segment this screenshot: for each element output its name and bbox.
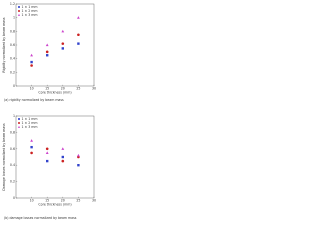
marker-triangle <box>45 151 49 154</box>
marker-square <box>77 164 80 167</box>
x-tick-label: 20 <box>61 199 65 203</box>
x-tick-label: 30 <box>92 199 96 203</box>
marker-circle <box>45 147 49 151</box>
legend-marker <box>18 10 20 12</box>
legend-marker <box>18 6 20 8</box>
x-tick-label: 25 <box>76 199 80 203</box>
chart-title: (b) damage losses normalized by beam mas… <box>4 216 77 220</box>
y-tick-label: 0.6 <box>10 147 15 151</box>
legend-label: 1 × 2 mm <box>22 121 38 125</box>
legend-marker <box>18 118 20 120</box>
marker-circle <box>30 151 33 155</box>
x-tick-label: 25 <box>76 87 80 91</box>
legend-label: 1 × 3 mm <box>22 125 38 129</box>
marker-square <box>30 145 33 149</box>
y-tick-label: 0.6 <box>10 43 15 47</box>
legend-marker <box>17 125 21 128</box>
x-tick-label: 15 <box>45 87 49 91</box>
plot-frame <box>15 115 95 199</box>
y-axis-label: Damage losses normalized by beam mass <box>2 123 6 191</box>
x-axis-label: Core thickness (mm) <box>38 91 71 95</box>
x-tick-label: 10 <box>30 87 34 91</box>
marker-triangle <box>30 53 33 57</box>
y-tick-label: 0.4 <box>10 163 15 167</box>
legend-marker <box>18 122 20 124</box>
x-tick-label: 20 <box>61 87 65 91</box>
marker-triangle <box>77 16 80 19</box>
y-tick-label: 1.2 <box>10 2 15 6</box>
marker-square <box>61 47 64 50</box>
marker-triangle <box>45 43 49 47</box>
marker-circle <box>61 159 65 163</box>
marker-triangle <box>77 153 80 157</box>
marker-square <box>46 159 49 163</box>
legend-label: 1 × 1 mm <box>22 5 38 9</box>
legend-label: 1 × 2 mm <box>22 9 38 13</box>
marker-square <box>30 60 33 64</box>
marker-circle <box>77 33 80 37</box>
marker-square <box>46 54 49 57</box>
x-tick-label: 30 <box>92 87 96 91</box>
chart-title: (a) rigidity normalized by beam mass <box>4 98 64 102</box>
marker-circle <box>61 42 65 45</box>
marker-triangle <box>61 147 65 150</box>
y-tick-label: 0.8 <box>10 130 15 134</box>
y-tick-label: 0.2 <box>10 180 15 184</box>
marker-triangle <box>61 29 65 33</box>
marker-triangle <box>30 139 33 142</box>
x-tick-label: 10 <box>30 199 34 203</box>
y-tick-label: 0 <box>13 84 15 88</box>
y-tick-label: 0 <box>13 196 15 200</box>
y-tick-label: 1 <box>13 16 15 20</box>
marker-circle <box>30 64 33 67</box>
y-tick-label: 0.8 <box>10 29 15 33</box>
marker-circle <box>45 50 49 54</box>
y-tick-label: 1 <box>13 114 15 118</box>
y-axis-label: Rigidity normalized by beam mass <box>2 17 6 72</box>
legend-label: 1 × 1 mm <box>22 117 38 121</box>
y-tick-label: 0.2 <box>10 70 15 74</box>
marker-square <box>61 155 64 159</box>
x-axis-label: Core thickness (mm) <box>38 203 71 207</box>
x-tick-label: 15 <box>45 199 49 203</box>
legend-label: 1 × 3 mm <box>22 13 38 17</box>
legend-marker <box>17 13 21 16</box>
marker-square <box>77 42 80 45</box>
y-tick-label: 0.4 <box>10 57 15 61</box>
